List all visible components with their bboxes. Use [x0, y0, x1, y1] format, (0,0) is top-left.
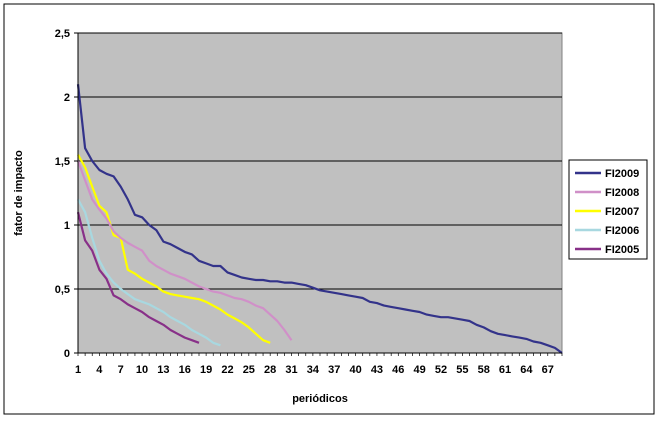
x-tick-label: 7: [118, 364, 124, 376]
legend-box: [568, 159, 648, 260]
legend-label-fi2008: FI2008: [605, 187, 639, 199]
legend-label-fi2006: FI2006: [605, 225, 639, 237]
plot-background: [77, 32, 563, 354]
x-tick-label: 13: [157, 364, 169, 376]
x-tick-label: 1: [75, 364, 81, 376]
y-axis-title: fator de impacto: [13, 150, 25, 236]
y-tick-label: 1,5: [55, 156, 70, 168]
x-tick-label: 34: [307, 364, 320, 376]
x-tick-label: 64: [520, 364, 533, 376]
x-tick-label: 61: [499, 364, 511, 376]
x-tick-label: 16: [179, 364, 191, 376]
x-tick-label: 49: [414, 364, 426, 376]
x-tick-label: 31: [285, 364, 297, 376]
x-tick-label: 55: [456, 364, 468, 376]
x-tick-label: 46: [392, 364, 404, 376]
series-line-fi2009: [76, 84, 563, 354]
legend-label-fi2007: FI2007: [605, 206, 639, 218]
x-tick-label: 37: [328, 364, 340, 376]
series-line-fi2008: [76, 160, 293, 341]
x-axis-title: periódicos: [292, 393, 348, 405]
x-tick-label: 52: [435, 364, 447, 376]
x-tick-label: 25: [243, 364, 255, 376]
y-tick-label: 0,5: [55, 284, 70, 296]
x-tick-label: 19: [200, 364, 212, 376]
legend-label-fi2009: FI2009: [605, 168, 639, 180]
y-axis-ticks: 0 0,5 1 1,5 2 2,5: [55, 28, 78, 360]
series-line-fi2006: [77, 198, 221, 347]
x-tick-label: 22: [221, 364, 233, 376]
series-line-fi2005: [76, 211, 200, 344]
legend: FI2009 FI2008 FI2007 FI2006 FI2005: [575, 168, 639, 256]
legend-label-fi2005: FI2005: [605, 244, 639, 256]
x-tick-label: 67: [542, 364, 554, 376]
x-tick-label: 58: [478, 364, 490, 376]
y-tick-label: 2,5: [55, 28, 70, 40]
y-tick-label: 2: [64, 92, 70, 104]
x-tick-label: 4: [96, 364, 103, 376]
y-tick-label: 0: [64, 348, 70, 360]
series-lines: [76, 84, 563, 354]
x-axis-ticks: 1 4 7 10 13 16 19 22 25 28 31 34 37 40 43 46 49 52 55 58 61 6…: [75, 353, 563, 376]
x-tick-label: 10: [136, 364, 148, 376]
x-tick-label: 40: [349, 364, 361, 376]
x-tick-label: 43: [371, 364, 383, 376]
x-tick-label: 28: [264, 364, 276, 376]
y-tick-label: 1: [64, 220, 70, 232]
